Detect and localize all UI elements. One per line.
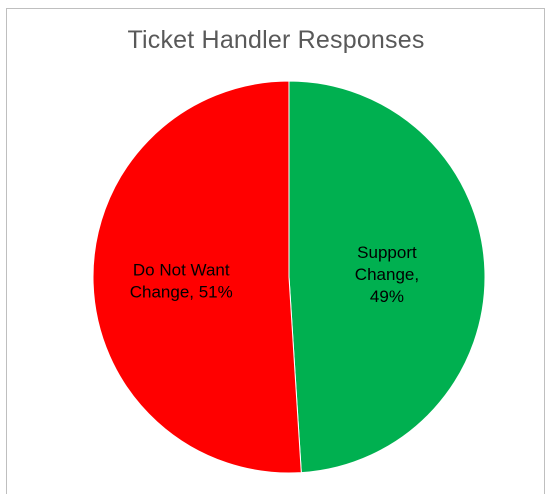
data-label-support-change: Support Change, 49%	[355, 243, 419, 306]
data-label-do-not-want-change: Do Not Want Change, 51%	[130, 260, 233, 301]
pie-slice-do-not-want-change	[92, 80, 302, 474]
pie-slice-support-change	[288, 80, 486, 474]
chart-title: Ticket Handler Responses	[127, 26, 425, 54]
